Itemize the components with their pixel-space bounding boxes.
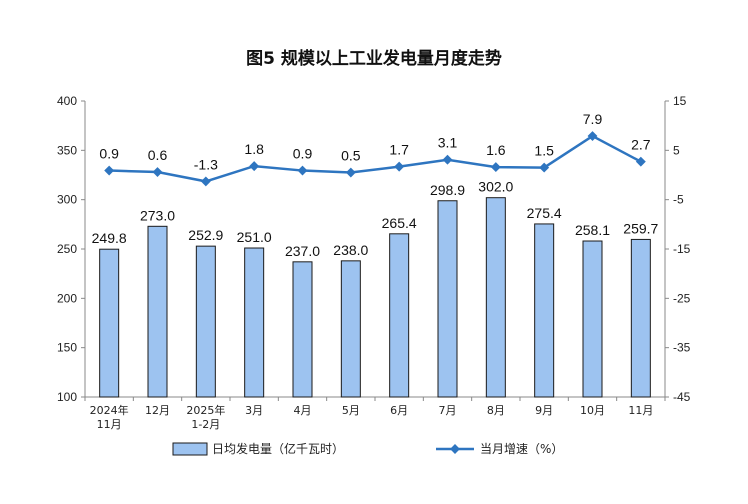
- bar: [582, 240, 603, 398]
- line-value-label: 2.7: [631, 137, 651, 153]
- left-tick-label: 400: [57, 94, 77, 108]
- growth-line: [109, 134, 642, 183]
- bar: [437, 200, 458, 398]
- line-point: [297, 165, 308, 176]
- bar-value-label: 252.9: [188, 227, 223, 243]
- line-value-label: 3.1: [438, 135, 458, 151]
- bar: [292, 261, 313, 398]
- bar: [630, 238, 651, 398]
- line-value-label: 0.9: [293, 146, 313, 162]
- x-tick-label: 2025年: [186, 403, 225, 417]
- line-point: [635, 156, 646, 167]
- bar-value-label: 275.4: [527, 205, 562, 221]
- line-point: [587, 131, 598, 141]
- x-tick-label: 2024年: [90, 403, 129, 417]
- bar-value-label: 273.0: [140, 207, 175, 223]
- bar-value-label: 237.0: [285, 243, 320, 259]
- x-tick-label: 3月: [245, 404, 263, 417]
- bar-value-label: 298.9: [430, 182, 465, 198]
- legend-bar-label: 日均发电量（亿千瓦时）: [212, 441, 344, 456]
- left-tick-label: 300: [57, 193, 77, 207]
- line-point: [200, 176, 211, 187]
- bar: [389, 233, 410, 398]
- bar: [244, 247, 265, 398]
- bar-value-label: 259.7: [623, 220, 658, 236]
- bar-value-label: 251.0: [237, 229, 272, 245]
- x-tick-label: 11月: [628, 404, 653, 417]
- line-point: [490, 162, 501, 173]
- bar: [340, 260, 361, 398]
- line-point: [249, 161, 260, 172]
- bar-value-label: 249.8: [92, 230, 127, 246]
- legend-line-label: 当月增速（%）: [480, 442, 563, 456]
- x-tick-label: 12月: [145, 404, 170, 417]
- right-tick-label: -35: [673, 341, 691, 355]
- right-tick-label: 15: [673, 94, 687, 108]
- line-value-label: 0.6: [148, 147, 168, 163]
- x-tick-label: 7月: [439, 404, 457, 417]
- right-tick-label: -25: [673, 291, 691, 305]
- line-value-label: 1.6: [486, 142, 506, 158]
- x-tick-label: 9月: [535, 404, 553, 417]
- left-tick-label: 250: [57, 242, 77, 256]
- right-tick-label: -15: [673, 242, 691, 256]
- x-tick-label: 1-2月: [191, 418, 220, 431]
- line-point: [442, 154, 453, 165]
- bar-value-label: 302.0: [478, 179, 513, 195]
- bar: [147, 225, 168, 398]
- bar: [485, 197, 506, 398]
- legend-bar-swatch: [172, 442, 208, 456]
- line-value-label: -1.3: [194, 156, 218, 172]
- bar: [195, 245, 216, 398]
- line-point: [345, 167, 356, 178]
- x-tick-label: 6月: [390, 404, 408, 417]
- right-tick-label: -5: [673, 193, 684, 207]
- right-tick-label: 5: [673, 143, 680, 157]
- bar-value-label: 238.0: [333, 242, 368, 258]
- x-tick-label: 5月: [342, 404, 360, 417]
- line-point: [104, 165, 115, 176]
- bar: [99, 248, 120, 398]
- legend-line-marker: [450, 444, 460, 454]
- chart-title: 图5 规模以上工业发电量月度走势: [246, 49, 502, 69]
- line-point: [394, 161, 405, 172]
- x-tick-label: 8月: [487, 404, 505, 417]
- line-value-label: 1.7: [389, 142, 409, 158]
- line-value-label: 0.5: [341, 148, 361, 164]
- left-tick-label: 350: [57, 143, 77, 157]
- line-value-label: 1.8: [244, 141, 264, 157]
- bar: [534, 223, 555, 398]
- line-value-label: 1.5: [534, 143, 554, 159]
- line-value-label: 7.9: [583, 111, 603, 127]
- line-value-label: 0.9: [99, 146, 119, 162]
- left-tick-label: 100: [57, 390, 77, 404]
- right-tick-label: -45: [673, 390, 691, 404]
- bar-value-label: 258.1: [575, 222, 610, 238]
- x-tick-label: 10月: [580, 404, 605, 417]
- left-tick-label: 200: [57, 291, 77, 305]
- x-tick-label: 4月: [294, 404, 312, 417]
- bar-value-label: 265.4: [382, 215, 417, 231]
- x-tick-label: 11月: [97, 418, 122, 431]
- left-tick-label: 150: [57, 341, 77, 355]
- line-point: [539, 162, 550, 173]
- line-point: [152, 167, 163, 177]
